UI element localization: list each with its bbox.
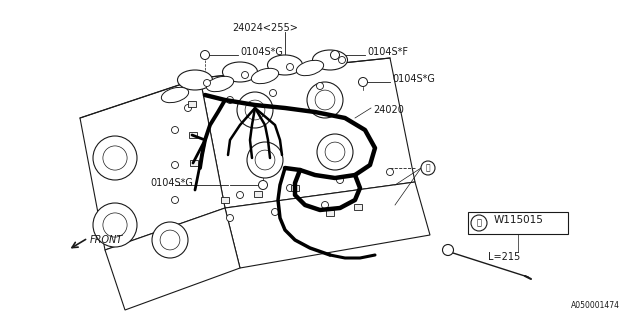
Circle shape	[247, 142, 283, 178]
Circle shape	[227, 97, 234, 103]
Bar	[221, 197, 229, 203]
Circle shape	[259, 180, 268, 189]
Bar	[354, 204, 362, 210]
Bar	[190, 160, 198, 166]
Circle shape	[442, 244, 454, 255]
Polygon shape	[105, 208, 240, 310]
Circle shape	[255, 150, 275, 170]
Ellipse shape	[252, 68, 278, 84]
Text: ①: ①	[426, 164, 430, 172]
Circle shape	[339, 57, 346, 63]
Ellipse shape	[206, 76, 234, 92]
Text: 24020: 24020	[373, 105, 404, 115]
Circle shape	[317, 134, 353, 170]
Ellipse shape	[296, 60, 324, 76]
Bar	[291, 185, 299, 191]
Polygon shape	[80, 78, 225, 250]
Circle shape	[271, 209, 278, 215]
Bar	[189, 132, 197, 138]
Polygon shape	[225, 182, 430, 268]
Text: L=215: L=215	[488, 252, 520, 262]
Circle shape	[227, 214, 234, 221]
Circle shape	[237, 92, 273, 128]
Circle shape	[330, 51, 339, 60]
Text: 0104S*G: 0104S*G	[150, 178, 193, 188]
Circle shape	[287, 185, 294, 191]
Bar	[188, 101, 196, 107]
Ellipse shape	[223, 62, 257, 82]
Circle shape	[241, 71, 248, 78]
Circle shape	[337, 177, 344, 183]
Text: 24024<255>: 24024<255>	[232, 23, 298, 33]
Circle shape	[172, 126, 179, 133]
Circle shape	[307, 82, 343, 118]
Ellipse shape	[312, 50, 348, 70]
Circle shape	[152, 222, 188, 258]
Text: 0104S*F: 0104S*F	[367, 47, 408, 57]
Circle shape	[421, 161, 435, 175]
Circle shape	[471, 215, 487, 231]
Text: A050001474: A050001474	[571, 301, 620, 310]
Text: 0104S*G: 0104S*G	[240, 47, 283, 57]
Circle shape	[93, 203, 137, 247]
Circle shape	[269, 90, 276, 97]
Circle shape	[245, 100, 265, 120]
Text: 0104S*G: 0104S*G	[392, 74, 435, 84]
Bar	[254, 191, 262, 197]
Circle shape	[287, 63, 294, 70]
Text: ①: ①	[477, 219, 481, 227]
Circle shape	[204, 79, 211, 86]
Circle shape	[358, 77, 367, 86]
Ellipse shape	[177, 70, 212, 90]
Polygon shape	[200, 58, 415, 208]
Circle shape	[103, 213, 127, 237]
Circle shape	[200, 51, 209, 60]
Circle shape	[387, 169, 394, 175]
Circle shape	[237, 191, 243, 198]
Circle shape	[172, 196, 179, 204]
Circle shape	[93, 136, 137, 180]
Circle shape	[172, 162, 179, 169]
Bar	[326, 210, 334, 216]
Circle shape	[321, 202, 328, 209]
Circle shape	[160, 230, 180, 250]
Circle shape	[325, 142, 345, 162]
Text: W115015: W115015	[494, 215, 544, 225]
Ellipse shape	[161, 87, 189, 103]
Bar	[468, 212, 568, 234]
Circle shape	[184, 105, 191, 111]
Circle shape	[103, 146, 127, 170]
Text: FRONT: FRONT	[90, 235, 124, 245]
Circle shape	[315, 90, 335, 110]
Ellipse shape	[268, 55, 303, 75]
Circle shape	[317, 83, 323, 90]
